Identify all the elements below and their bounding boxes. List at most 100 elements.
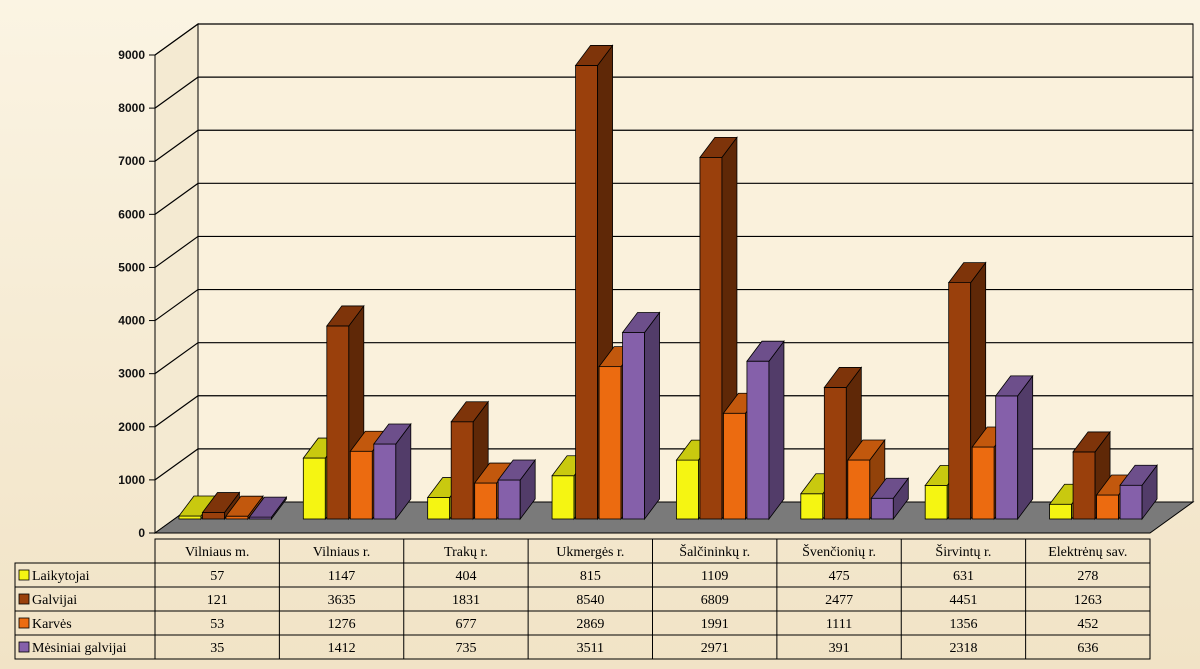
- bar-front: [1096, 494, 1119, 520]
- bar: [497, 458, 536, 521]
- bar: [201, 491, 241, 521]
- bar-front: [1072, 451, 1096, 520]
- bar-front: [302, 457, 326, 520]
- bar-front: [676, 459, 699, 520]
- bar-top: [1119, 464, 1158, 486]
- data-label: 2318: [949, 641, 977, 656]
- category-label: Širvintų r.: [935, 543, 991, 560]
- data-label: 815: [580, 569, 601, 584]
- data-label: 4451: [949, 593, 977, 608]
- category-label: Vilniaus r.: [313, 545, 371, 560]
- bar-front: [1049, 503, 1072, 520]
- data-label: 278: [1077, 569, 1098, 584]
- data-label: 6809: [701, 593, 729, 608]
- bar-front: [847, 459, 871, 520]
- bar: [248, 495, 288, 521]
- data-label: 1147: [328, 569, 355, 584]
- y-tick-label: 3000: [118, 367, 145, 381]
- bar-front: [349, 450, 373, 520]
- bar-front: [450, 421, 474, 520]
- bar-side: [644, 311, 660, 521]
- bar-top: [225, 495, 264, 517]
- bar-top: [248, 496, 288, 518]
- category-label: Trakų r.: [444, 545, 488, 560]
- bar-top: [201, 492, 241, 513]
- data-label: 2477: [825, 593, 853, 608]
- bar-top: [994, 375, 1034, 397]
- bar: [994, 374, 1034, 521]
- y-tick-label: 8000: [118, 101, 145, 115]
- gridline: [154, 235, 1193, 268]
- bar-front: [474, 482, 498, 520]
- bar-top: [574, 45, 614, 66]
- bar-top: [847, 439, 886, 461]
- bar-top: [947, 262, 987, 284]
- gridline: [154, 76, 1193, 109]
- bar-front: [427, 497, 451, 520]
- data-label: 1263: [1074, 593, 1102, 608]
- bar-top: [870, 477, 910, 499]
- bar-front: [746, 360, 770, 520]
- bar-top: [373, 423, 412, 445]
- data-label: 3511: [577, 641, 604, 656]
- data-label: 2869: [576, 617, 604, 632]
- bar-top: [497, 459, 536, 481]
- bar: [1119, 464, 1158, 521]
- gridline: [154, 23, 1193, 56]
- data-label: 8540: [576, 593, 604, 608]
- legend-swatch: [18, 569, 30, 581]
- category-label: Elektrėnų sav.: [1048, 545, 1127, 560]
- bar-front: [326, 325, 350, 520]
- data-label: 631: [953, 569, 974, 584]
- data-label: 636: [1077, 641, 1098, 656]
- bar-front: [551, 475, 575, 520]
- bar-top: [326, 305, 365, 327]
- bar-front: [723, 412, 746, 520]
- bar-front: [202, 512, 225, 520]
- category-label: Švenčionių r.: [802, 543, 876, 560]
- legend-swatch: [18, 617, 30, 629]
- bar-front: [870, 497, 894, 520]
- y-tick-label: 6000: [118, 207, 145, 221]
- bar-front: [622, 332, 645, 520]
- y-tick-label: 7000: [118, 154, 145, 168]
- bar-top: [699, 136, 738, 158]
- y-tick-label: 9000: [118, 48, 145, 62]
- bar-front: [598, 366, 622, 520]
- data-label: 1412: [328, 641, 356, 656]
- data-label: 1991: [701, 617, 729, 632]
- data-label: 391: [829, 641, 850, 656]
- data-table: Vilniaus m. Vilniaus r. Trakų r. Ukmergės r…: [14, 538, 1151, 660]
- data-label: 1276: [328, 617, 356, 632]
- legend-entry: Galvijai: [32, 593, 77, 608]
- y-tick-label: 4000: [118, 314, 145, 328]
- bar-front: [995, 395, 1019, 520]
- data-label: 3635: [328, 593, 356, 608]
- bar-front: [497, 479, 521, 520]
- data-label: 35: [210, 641, 224, 656]
- bar-front: [373, 443, 397, 520]
- legend-entry: Laikytojai: [32, 569, 90, 584]
- gridline: [154, 129, 1193, 162]
- data-label: 475: [829, 569, 850, 584]
- bar: [373, 422, 412, 521]
- bar-front: [1119, 484, 1143, 520]
- y-tick-label: 5000: [118, 260, 145, 274]
- bar-top: [823, 367, 863, 388]
- bar-side: [768, 340, 785, 521]
- category-label: Vilniaus m.: [185, 545, 250, 560]
- data-label: 1109: [701, 569, 728, 584]
- bar-front: [800, 493, 824, 520]
- legend-swatch: [18, 641, 30, 653]
- bar-front: [971, 446, 995, 520]
- bar-front: [178, 515, 202, 520]
- gridlines: [154, 23, 1193, 481]
- bar: [621, 311, 661, 521]
- category-label: Šalčininkų r.: [679, 543, 750, 560]
- bar-top: [621, 312, 661, 333]
- bar-front: [924, 485, 948, 520]
- y-tick-label: 0: [138, 526, 145, 540]
- gridline: [154, 182, 1193, 215]
- data-label: 57: [210, 569, 224, 584]
